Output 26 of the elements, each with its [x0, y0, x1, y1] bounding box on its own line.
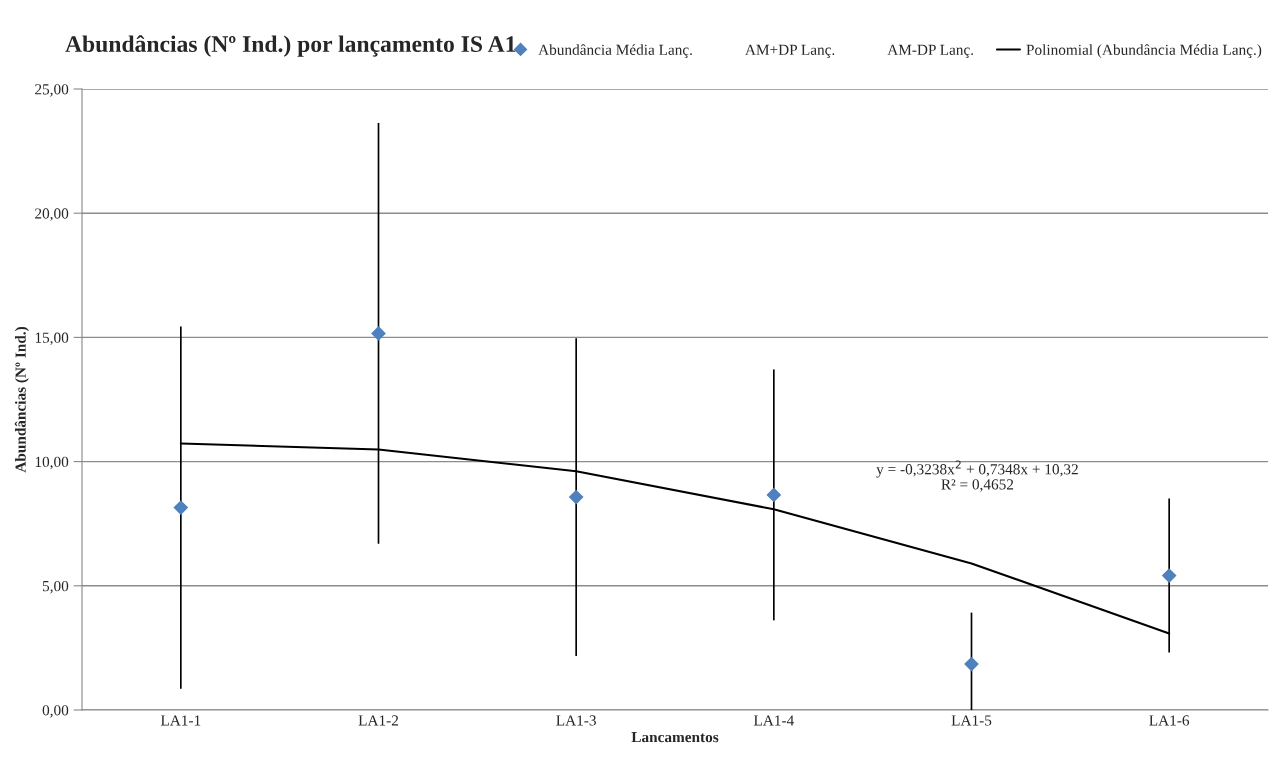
x-tick-label: LA1-1: [160, 715, 201, 726]
point: [964, 656, 979, 672]
x-tick-label: LA1-3: [556, 715, 596, 726]
legend-label: Polinomial (Abundância Média Lanç.): [1026, 44, 1262, 59]
y-tick-label: 25,00: [35, 84, 69, 97]
legend-label: AM-DP Lanç.: [887, 44, 974, 59]
y-tick-label: 15,00: [35, 332, 69, 346]
x-axis-title: Lancamentos: [631, 732, 719, 743]
legend-label: Abundância Média Lanç.: [538, 44, 692, 59]
point: [371, 326, 386, 341]
point: [766, 487, 781, 502]
legend-label: AM+DP Lanç.: [745, 44, 835, 59]
y-tick-label: 10,00: [35, 456, 69, 470]
point: [569, 490, 584, 505]
x-tick-label: LA1-6: [1149, 715, 1190, 726]
x-tick-label: LA1-2: [358, 715, 399, 726]
y-tick-label: 0,00: [42, 705, 69, 718]
x-tick-label: LA1-4: [753, 715, 794, 726]
chart-title: Abundâncias (Nº Ind.) por lançamento IS A1: [65, 35, 516, 57]
point: [1162, 568, 1177, 583]
y-axis-title: Abundâncias (Nº Ind.): [14, 326, 29, 473]
point: [173, 500, 188, 515]
y-tick-label: 20,00: [35, 208, 69, 221]
annotation: y = -0,3238x$^{2}$ + 0,7348x + 10,32 R² = 0,4652: [876, 460, 1078, 492]
x-tick-label: LA1-5: [951, 715, 992, 726]
y-tick-label: 5,00: [42, 580, 69, 594]
